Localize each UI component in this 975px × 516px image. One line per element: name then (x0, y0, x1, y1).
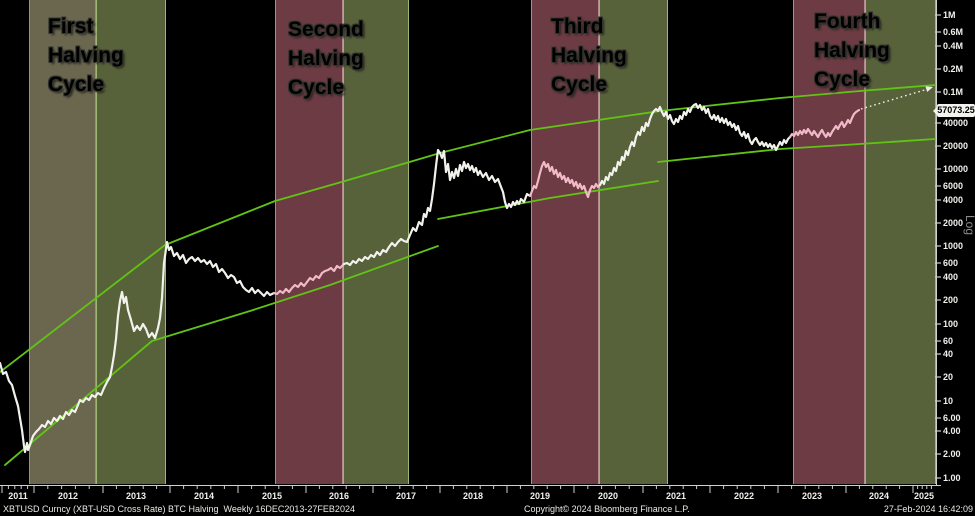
year-label: 2011 (8, 491, 28, 501)
year-label: 2015 (261, 491, 283, 501)
projection-arrow-head-icon (925, 86, 933, 92)
year-label: 2019 (529, 491, 551, 501)
log-scale-label[interactable]: Log (963, 214, 975, 236)
year-label: 2014 (193, 491, 215, 501)
y-tick-label: 4.00 (943, 426, 961, 436)
trendline-lower-channel-cycle1-2 (4, 245, 439, 466)
price-line-segment (272, 262, 346, 296)
year-label: 2024 (868, 491, 890, 501)
y-tick-label: 0.4M (943, 41, 964, 51)
y-tick-label: 2.00 (943, 449, 961, 459)
halving-band-maroon (275, 0, 343, 484)
y-tick-label: 20000 (943, 141, 969, 151)
y-tick-label: 40000 (943, 118, 969, 128)
price-line-segment (528, 160, 602, 199)
year-label: 2018 (462, 491, 484, 501)
y-tick-label: 200 (943, 295, 959, 305)
y-tick-label: 1000 (943, 241, 964, 251)
y-tick-label: 2000 (943, 218, 964, 228)
price-line-segment (342, 148, 532, 267)
trendline-lower-support-cycle3 (437, 180, 659, 220)
year-label: 2020 (597, 491, 619, 501)
y-tick-label: 0.2M (943, 64, 964, 74)
year-label: 2016 (328, 491, 350, 501)
y-tick-label: 4000 (943, 195, 964, 205)
year-label: 2017 (395, 491, 417, 501)
y-tick-label: 0.6M (943, 27, 964, 37)
cycle-label-4: Fourth Halving Cycle (814, 10, 890, 91)
y-tick-label: 1M (943, 10, 956, 20)
y-tick-label: 10000 (943, 164, 969, 174)
halving-band-olive (96, 0, 166, 484)
year-label: 2012 (57, 491, 79, 501)
y-tick-label: 6000 (943, 181, 964, 191)
year-label: 2021 (665, 491, 687, 501)
cycle-label-2: Second Halving Cycle (288, 18, 364, 99)
year-label: 2022 (733, 491, 755, 501)
status-bar: XBTUSD Curncy (XBT-USD Cross Rate) BTC H… (0, 501, 975, 516)
y-tick-label: 1.00 (943, 473, 961, 483)
y-tick-label: 20 (943, 372, 954, 382)
y-tick-label: 60 (943, 336, 954, 346)
last-price-tag: 57073.25 (933, 104, 975, 117)
cycle-label-1: First Halving Cycle (48, 15, 124, 96)
price-line-segment (0, 240, 276, 454)
halving-band-olive (599, 0, 668, 484)
year-label: 2023 (801, 491, 823, 501)
halving-band-maroon (793, 0, 865, 484)
copyright-notice: Copyright© 2024 Bloomberg Finance L.P. (524, 504, 690, 514)
halving-band-maroon (531, 0, 599, 484)
trendline-upper-channel (0, 84, 936, 373)
year-label: 2013 (125, 491, 147, 501)
halving-band-gray (29, 0, 96, 484)
halving-band-olive (865, 0, 936, 484)
last-price-value: 57073.25 (937, 105, 975, 115)
timestamp: 27-Feb-2024 16:42:09 (883, 504, 973, 514)
year-label: 2025 (913, 491, 935, 501)
y-tick-label: 100 (943, 319, 959, 329)
y-tick-label: 10 (943, 396, 954, 406)
y-tick-label: 40 (943, 349, 954, 359)
y-tick-label: 6.00 (943, 413, 961, 423)
trendline-lower-support-cycle4 (657, 138, 936, 163)
y-tick-label: 600 (943, 258, 959, 268)
y-tick-label: 0.1M (943, 87, 964, 97)
price-line-segment (598, 102, 792, 187)
price-line-segment (788, 108, 861, 139)
security-description: XBTUSD Curncy (XBT-USD Cross Rate) BTC H… (3, 504, 355, 514)
cycle-label-3: Third Halving Cycle (551, 15, 627, 96)
y-tick-label: 400 (943, 272, 959, 282)
